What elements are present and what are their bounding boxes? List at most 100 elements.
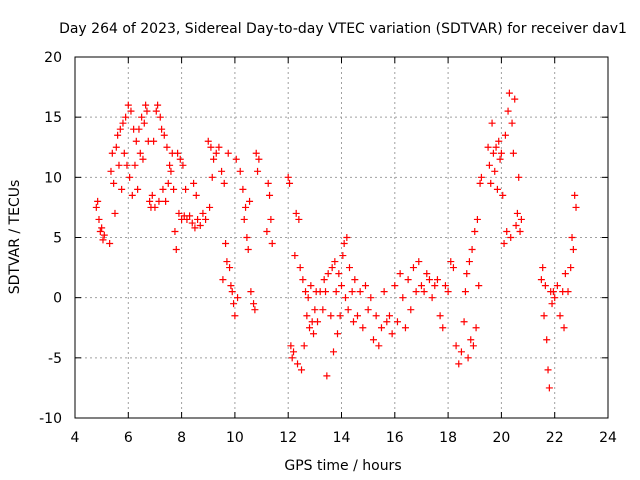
- x-tick-label: 8: [177, 430, 186, 446]
- data-point: [140, 119, 148, 127]
- data-point: [243, 234, 251, 241]
- data-point: [159, 185, 167, 193]
- data-point: [447, 258, 455, 266]
- data-point: [467, 336, 475, 344]
- data-point: [290, 348, 298, 356]
- data-point: [267, 215, 275, 223]
- data-point: [517, 215, 525, 223]
- data-point: [108, 149, 116, 157]
- data-point: [222, 240, 230, 248]
- data-point: [170, 185, 178, 193]
- data-point: [492, 143, 500, 151]
- data-point: [319, 306, 327, 314]
- data-point: [449, 264, 457, 272]
- data-point: [404, 276, 412, 284]
- data-point: [136, 149, 144, 157]
- x-tick-label: 22: [546, 430, 564, 446]
- data-point: [231, 312, 239, 320]
- data-point: [497, 149, 505, 157]
- data-point: [425, 276, 433, 284]
- data-point: [473, 215, 481, 223]
- data-point: [111, 209, 119, 217]
- data-point: [158, 125, 166, 133]
- data-point: [409, 264, 417, 272]
- data-point: [95, 215, 103, 223]
- data-point: [287, 342, 295, 350]
- data-point: [503, 227, 511, 235]
- data-point: [461, 288, 469, 296]
- data-point: [106, 240, 114, 248]
- x-tick-label: 6: [124, 430, 133, 446]
- data-point: [507, 234, 515, 241]
- x-tick-label: 18: [439, 430, 457, 446]
- data-point: [515, 173, 523, 181]
- data-point: [182, 185, 190, 193]
- data-point: [544, 366, 552, 374]
- x-tick-label: 24: [599, 430, 617, 446]
- data-point: [218, 167, 226, 175]
- data-point: [210, 155, 218, 163]
- data-point: [369, 336, 377, 344]
- data-point: [457, 348, 465, 356]
- data-point: [339, 252, 347, 260]
- data-point: [412, 288, 420, 296]
- data-point: [477, 173, 485, 181]
- data-point: [163, 143, 171, 151]
- data-point: [251, 306, 259, 314]
- data-point: [328, 264, 336, 272]
- data-point: [475, 282, 483, 290]
- data-point: [433, 276, 441, 284]
- data-point: [496, 155, 504, 163]
- data-point: [186, 212, 194, 220]
- data-point: [166, 161, 174, 169]
- data-point: [464, 354, 472, 362]
- data-point: [322, 288, 330, 296]
- data-point: [228, 288, 236, 296]
- data-point: [537, 276, 545, 284]
- chart-title: Day 264 of 2023, Sidereal Day-to-day VTE…: [59, 21, 627, 37]
- data-point: [183, 215, 191, 223]
- data-point: [306, 324, 314, 332]
- data-point: [296, 264, 304, 272]
- data-point: [488, 119, 496, 127]
- data-point: [152, 107, 160, 115]
- data-point: [485, 161, 493, 169]
- data-point: [495, 137, 503, 145]
- data-point: [107, 167, 115, 175]
- data-point: [541, 282, 549, 290]
- data-point: [564, 288, 572, 296]
- data-point: [469, 342, 477, 350]
- data-point: [377, 324, 385, 332]
- data-point: [513, 209, 521, 217]
- data-point: [266, 191, 274, 199]
- data-point: [96, 227, 104, 235]
- data-point: [401, 324, 409, 332]
- data-point: [255, 155, 263, 163]
- data-point: [487, 179, 495, 187]
- y-tick-label: -5: [48, 351, 62, 367]
- data-point: [94, 197, 102, 205]
- data-point: [172, 246, 180, 254]
- data-point: [304, 294, 312, 302]
- data-point: [320, 276, 328, 284]
- data-point: [120, 149, 128, 157]
- data-point: [227, 282, 235, 290]
- data-point: [560, 324, 568, 332]
- data-point: [264, 179, 272, 187]
- data-point: [206, 203, 214, 211]
- data-point: [116, 125, 124, 133]
- data-point: [126, 173, 134, 181]
- data-point: [568, 234, 576, 241]
- data-point: [110, 179, 118, 187]
- data-point: [340, 240, 348, 248]
- data-point: [208, 173, 216, 181]
- y-axis-label: SDTVAR / TECUs: [7, 180, 23, 295]
- data-point: [396, 270, 404, 278]
- data-point: [123, 161, 131, 169]
- data-point: [220, 179, 228, 187]
- data-point: [134, 185, 142, 193]
- data-point: [372, 312, 380, 320]
- data-point: [393, 318, 401, 326]
- data-point: [501, 131, 509, 139]
